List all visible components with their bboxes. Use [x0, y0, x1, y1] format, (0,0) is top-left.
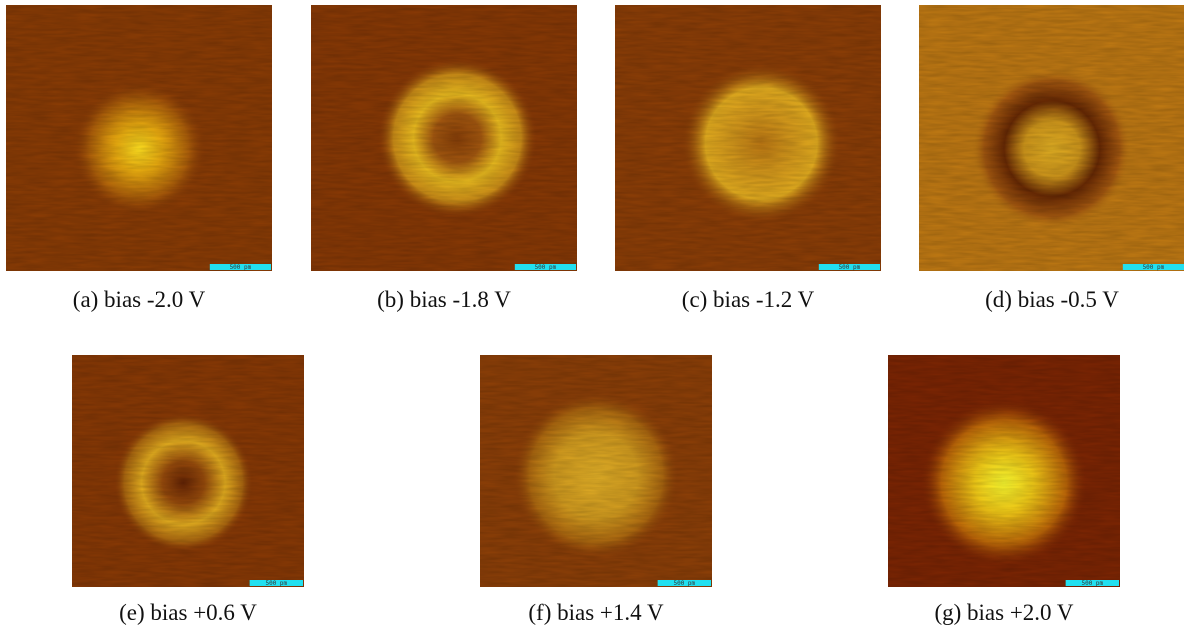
- figure: 500 pm (a) bias -2.0 V 500 pm (b) bias -1.8…: [0, 0, 1184, 634]
- caption: (b) bias -1.8 V: [377, 287, 511, 312]
- scale-bar-label: 500 pm: [673, 580, 695, 587]
- image-texture: [480, 355, 712, 587]
- scale-bar-label: 500 pm: [535, 264, 557, 271]
- caption: (d) bias -0.5 V: [985, 287, 1119, 312]
- image-texture: [888, 355, 1120, 587]
- panel: 500 pm (b) bias -1.8 V: [311, 5, 577, 312]
- image-texture: [72, 355, 304, 587]
- scale-bar-label: 500 pm: [1081, 580, 1103, 587]
- caption: (a) bias -2.0 V: [73, 287, 206, 312]
- scale-bar-label: 500 pm: [230, 264, 252, 271]
- scale-bar-label: 500 pm: [265, 580, 287, 587]
- caption: (f) bias +1.4 V: [528, 600, 664, 625]
- image-texture: [615, 5, 881, 271]
- panel: 500 pm (f) bias +1.4 V: [480, 355, 712, 625]
- caption: (c) bias -1.2 V: [682, 287, 815, 312]
- panel: 500 pm (c) bias -1.2 V: [615, 5, 881, 312]
- scale-bar-label: 500 pm: [1143, 264, 1165, 271]
- scale-bar-label: 500 pm: [839, 264, 861, 271]
- panel: 500 pm (d) bias -0.5 V: [919, 5, 1184, 312]
- image-texture: [6, 5, 272, 271]
- panel: 500 pm (g) bias +2.0 V: [888, 355, 1120, 625]
- caption: (e) bias +0.6 V: [119, 600, 257, 625]
- image-texture: [311, 5, 577, 271]
- image-texture: [919, 5, 1184, 271]
- caption: (g) bias +2.0 V: [934, 600, 1073, 625]
- panel: 500 pm (a) bias -2.0 V: [6, 5, 272, 312]
- panel: 500 pm (e) bias +0.6 V: [72, 355, 304, 625]
